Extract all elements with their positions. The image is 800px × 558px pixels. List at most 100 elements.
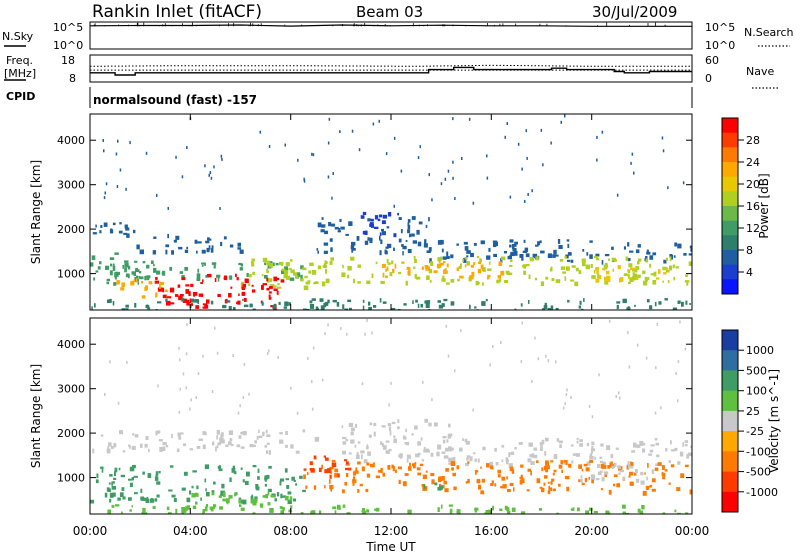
heatmap-cell bbox=[206, 492, 210, 497]
heatmap-cell bbox=[619, 469, 624, 473]
y-tick-label: 3000 bbox=[57, 383, 85, 396]
heatmap-cell bbox=[141, 295, 146, 299]
heatmap-cell bbox=[266, 277, 269, 282]
heatmap-cell bbox=[228, 495, 233, 499]
heatmap-cell bbox=[112, 492, 116, 497]
heatmap-cell bbox=[91, 306, 93, 310]
heatmap-cell bbox=[600, 460, 603, 463]
heatmap-cell bbox=[521, 257, 524, 261]
heatmap-cell bbox=[688, 261, 692, 266]
heatmap-cell bbox=[229, 438, 233, 441]
heatmap-speckle bbox=[351, 129, 354, 133]
heatmap-speckle bbox=[311, 407, 314, 411]
heatmap-speckle bbox=[444, 177, 447, 181]
heatmap-cell bbox=[509, 272, 513, 275]
power-colorbar-swatch bbox=[722, 206, 738, 222]
heatmap-cell bbox=[426, 300, 431, 304]
heatmap-cell bbox=[250, 498, 255, 504]
heatmap-speckle bbox=[346, 332, 348, 336]
heatmap-cell bbox=[305, 281, 310, 285]
power-colorbar-label: Power [dB] bbox=[757, 173, 771, 238]
heatmap-cell bbox=[128, 265, 131, 270]
heatmap-cell bbox=[236, 277, 239, 281]
heatmap-cell bbox=[331, 462, 337, 468]
heatmap-cell bbox=[186, 301, 190, 306]
freq-panel-frame bbox=[89, 54, 693, 83]
heatmap-cell bbox=[388, 426, 392, 432]
heatmap-cell bbox=[441, 303, 445, 307]
heatmap-cell bbox=[538, 508, 542, 511]
heatmap-cell bbox=[641, 442, 646, 446]
heatmap-cell bbox=[627, 269, 631, 274]
heatmap-cell bbox=[380, 441, 383, 445]
heatmap-cell bbox=[220, 490, 225, 496]
heatmap-cell bbox=[507, 489, 511, 493]
heatmap-cell bbox=[114, 471, 116, 476]
heatmap-cell bbox=[228, 293, 232, 298]
heatmap-cell bbox=[509, 264, 513, 267]
heatmap-cell bbox=[420, 303, 423, 308]
heatmap-cell bbox=[557, 239, 561, 244]
heatmap-cell bbox=[673, 255, 676, 258]
heatmap-speckle bbox=[327, 323, 329, 327]
heatmap-cell bbox=[497, 279, 501, 283]
heatmap-cell bbox=[155, 471, 159, 476]
heatmap-cell bbox=[437, 240, 443, 245]
heatmap-cell bbox=[286, 485, 290, 489]
heatmap-cell bbox=[229, 244, 234, 248]
heatmap-cell bbox=[361, 466, 365, 472]
heatmap-cell bbox=[121, 487, 125, 491]
heatmap-cell bbox=[347, 299, 352, 302]
heatmap-cell bbox=[206, 274, 211, 277]
power-colorbar-swatch bbox=[722, 132, 738, 148]
heatmap-speckle bbox=[119, 168, 122, 172]
heatmap-cell bbox=[480, 240, 485, 245]
heatmap-speckle bbox=[296, 411, 299, 415]
heatmap-cell bbox=[394, 263, 397, 269]
heatmap-cell bbox=[309, 304, 315, 309]
heatmap-cell bbox=[443, 261, 446, 264]
heatmap-cell bbox=[222, 304, 227, 309]
heatmap-cell bbox=[443, 455, 449, 459]
heatmap-cell bbox=[532, 253, 538, 259]
heatmap-cell bbox=[685, 274, 688, 277]
heatmap-cell bbox=[630, 463, 634, 469]
heatmap-cell bbox=[267, 502, 271, 506]
heatmap-cell bbox=[441, 248, 444, 253]
heatmap-cell bbox=[129, 466, 135, 472]
heatmap-speckle bbox=[682, 181, 685, 185]
heatmap-cell bbox=[134, 434, 139, 438]
heatmap-speckle bbox=[521, 167, 523, 171]
heatmap-speckle bbox=[242, 396, 245, 399]
heatmap-cell bbox=[649, 449, 654, 453]
heatmap-cell bbox=[219, 437, 224, 441]
x-tick-label: 04:00 bbox=[173, 524, 208, 538]
heatmap-cell bbox=[295, 483, 297, 486]
heatmap-cell bbox=[177, 284, 181, 288]
heatmap-cell bbox=[423, 449, 427, 453]
heatmap-speckle bbox=[662, 149, 665, 153]
heatmap-cell bbox=[122, 450, 126, 453]
heatmap-speckle bbox=[385, 152, 388, 156]
heatmap-cell bbox=[636, 274, 641, 278]
heatmap-cell bbox=[564, 255, 567, 259]
heatmap-cell bbox=[228, 441, 232, 446]
heatmap-cell bbox=[358, 489, 360, 493]
heatmap-speckle bbox=[431, 198, 433, 202]
heatmap-cell bbox=[134, 302, 137, 308]
heatmap-cell bbox=[229, 275, 233, 280]
heatmap-cell bbox=[567, 243, 570, 248]
heatmap-speckle bbox=[454, 197, 456, 200]
heatmap-cell bbox=[448, 504, 454, 507]
heatmap-cell bbox=[280, 510, 284, 514]
heatmap-cell bbox=[292, 498, 297, 502]
x-tick-label: 16:00 bbox=[474, 524, 509, 538]
heatmap-cell bbox=[330, 247, 333, 252]
heatmap-cell bbox=[650, 444, 655, 447]
heatmap-cell bbox=[143, 512, 148, 514]
heatmap-cell bbox=[153, 250, 157, 253]
heatmap-cell bbox=[582, 249, 585, 252]
heatmap-cell bbox=[351, 241, 356, 246]
heatmap-cell bbox=[558, 464, 563, 469]
